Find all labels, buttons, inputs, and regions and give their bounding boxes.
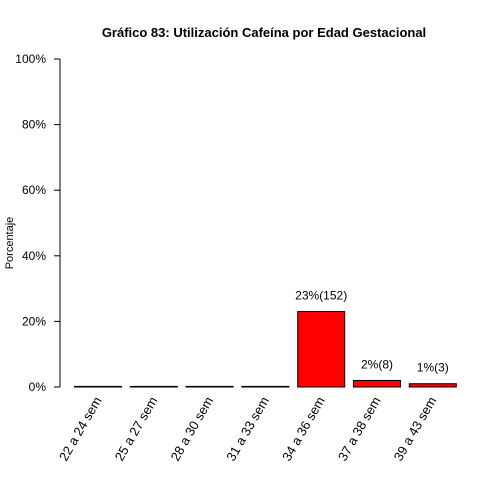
data-label-6: 1%(3) — [417, 361, 449, 375]
chart-title: Gráfico 83: Utilización Cafeína por Edad… — [102, 25, 426, 40]
bar-5 — [353, 379, 401, 388]
y-tick-label: 100% — [15, 52, 46, 66]
bar-6 — [408, 383, 457, 388]
category-label-1: 25 a 27 sem — [112, 394, 161, 463]
data-label-4: 23%(152) — [295, 289, 347, 303]
category-label-4: 34 a 36 sem — [279, 394, 328, 463]
bar-0 — [74, 385, 122, 388]
y-tick-label: 0% — [29, 380, 47, 394]
bar-4 — [297, 311, 346, 388]
category-label-0: 22 a 24 sem — [56, 394, 105, 463]
bar-3 — [241, 385, 290, 388]
category-label-6: 39 a 43 sem — [391, 394, 440, 463]
category-labels: 22 a 24 sem 25 a 27 sem 28 a 30 sem 31 a 33… — [56, 394, 440, 463]
bar-2 — [185, 385, 234, 388]
y-tick-label: 40% — [22, 249, 46, 263]
bars — [74, 311, 457, 388]
data-label-5: 2%(8) — [361, 357, 393, 371]
data-labels: 23%(152) 2%(8) 1%(3) — [295, 289, 449, 375]
category-label-3: 31 a 33 sem — [223, 394, 272, 463]
y-axis-label: Porcentaje — [4, 217, 16, 270]
category-label-2: 28 a 30 sem — [167, 394, 216, 463]
y-tick-label: 80% — [22, 118, 46, 132]
category-label-5: 37 a 38 sem — [335, 394, 384, 463]
bar-1 — [129, 385, 178, 388]
y-tick-label: 20% — [22, 314, 46, 328]
y-tick-label: 60% — [22, 183, 46, 197]
y-axis: 0% 20% 40% 60% 80% 100% — [15, 52, 61, 394]
